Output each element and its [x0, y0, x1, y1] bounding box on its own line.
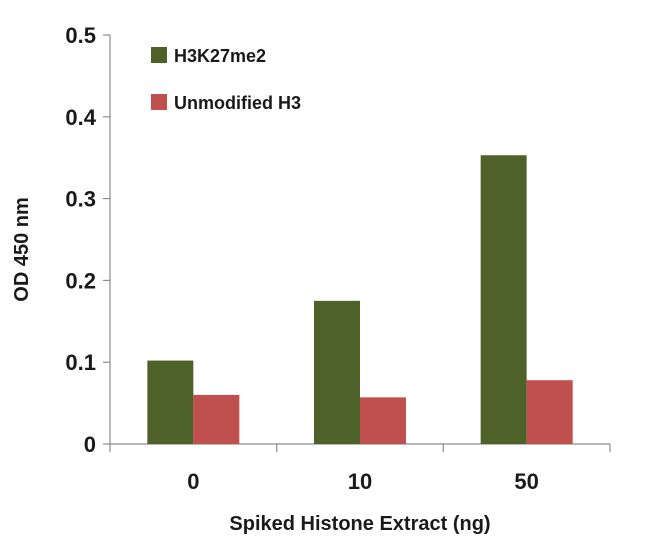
bar-unmodified-h3-50: [526, 380, 573, 444]
legend: H3K27me2 Unmodified H3: [151, 46, 301, 113]
y-tick-label: 0.2: [65, 268, 96, 293]
y-tick-label: 0.5: [65, 23, 96, 48]
y-tick-label: 0.1: [65, 350, 96, 375]
bar-h3k27me2-50: [480, 155, 527, 444]
legend-label: Unmodified H3: [174, 93, 301, 113]
y-axis: 0 0.1 0.2 0.3 0.4 0.5: [65, 23, 111, 457]
y-tick-label: 0.4: [65, 105, 96, 130]
legend-label: H3K27me2: [174, 46, 266, 66]
y-tick-label: 0.3: [65, 187, 96, 212]
y-tick-label: 0: [84, 432, 96, 457]
bar-h3k27me2-0: [147, 360, 194, 444]
legend-swatch: [151, 47, 167, 63]
x-tick-label: 0: [187, 469, 199, 494]
y-axis-title: OD 450 nm: [11, 197, 33, 301]
bar-h3k27me2-10: [314, 300, 360, 444]
bar-unmodified-h3-0: [193, 394, 240, 444]
legend-swatch: [151, 94, 167, 110]
x-axis-title: Spiked Histone Extract (ng): [229, 513, 490, 535]
bar-series-group: [147, 155, 573, 444]
x-tick-label: 10: [348, 469, 372, 494]
x-axis: 0 10 50: [109, 443, 611, 494]
bar-unmodified-h3-10: [360, 397, 406, 444]
x-tick-label: 50: [514, 469, 538, 494]
